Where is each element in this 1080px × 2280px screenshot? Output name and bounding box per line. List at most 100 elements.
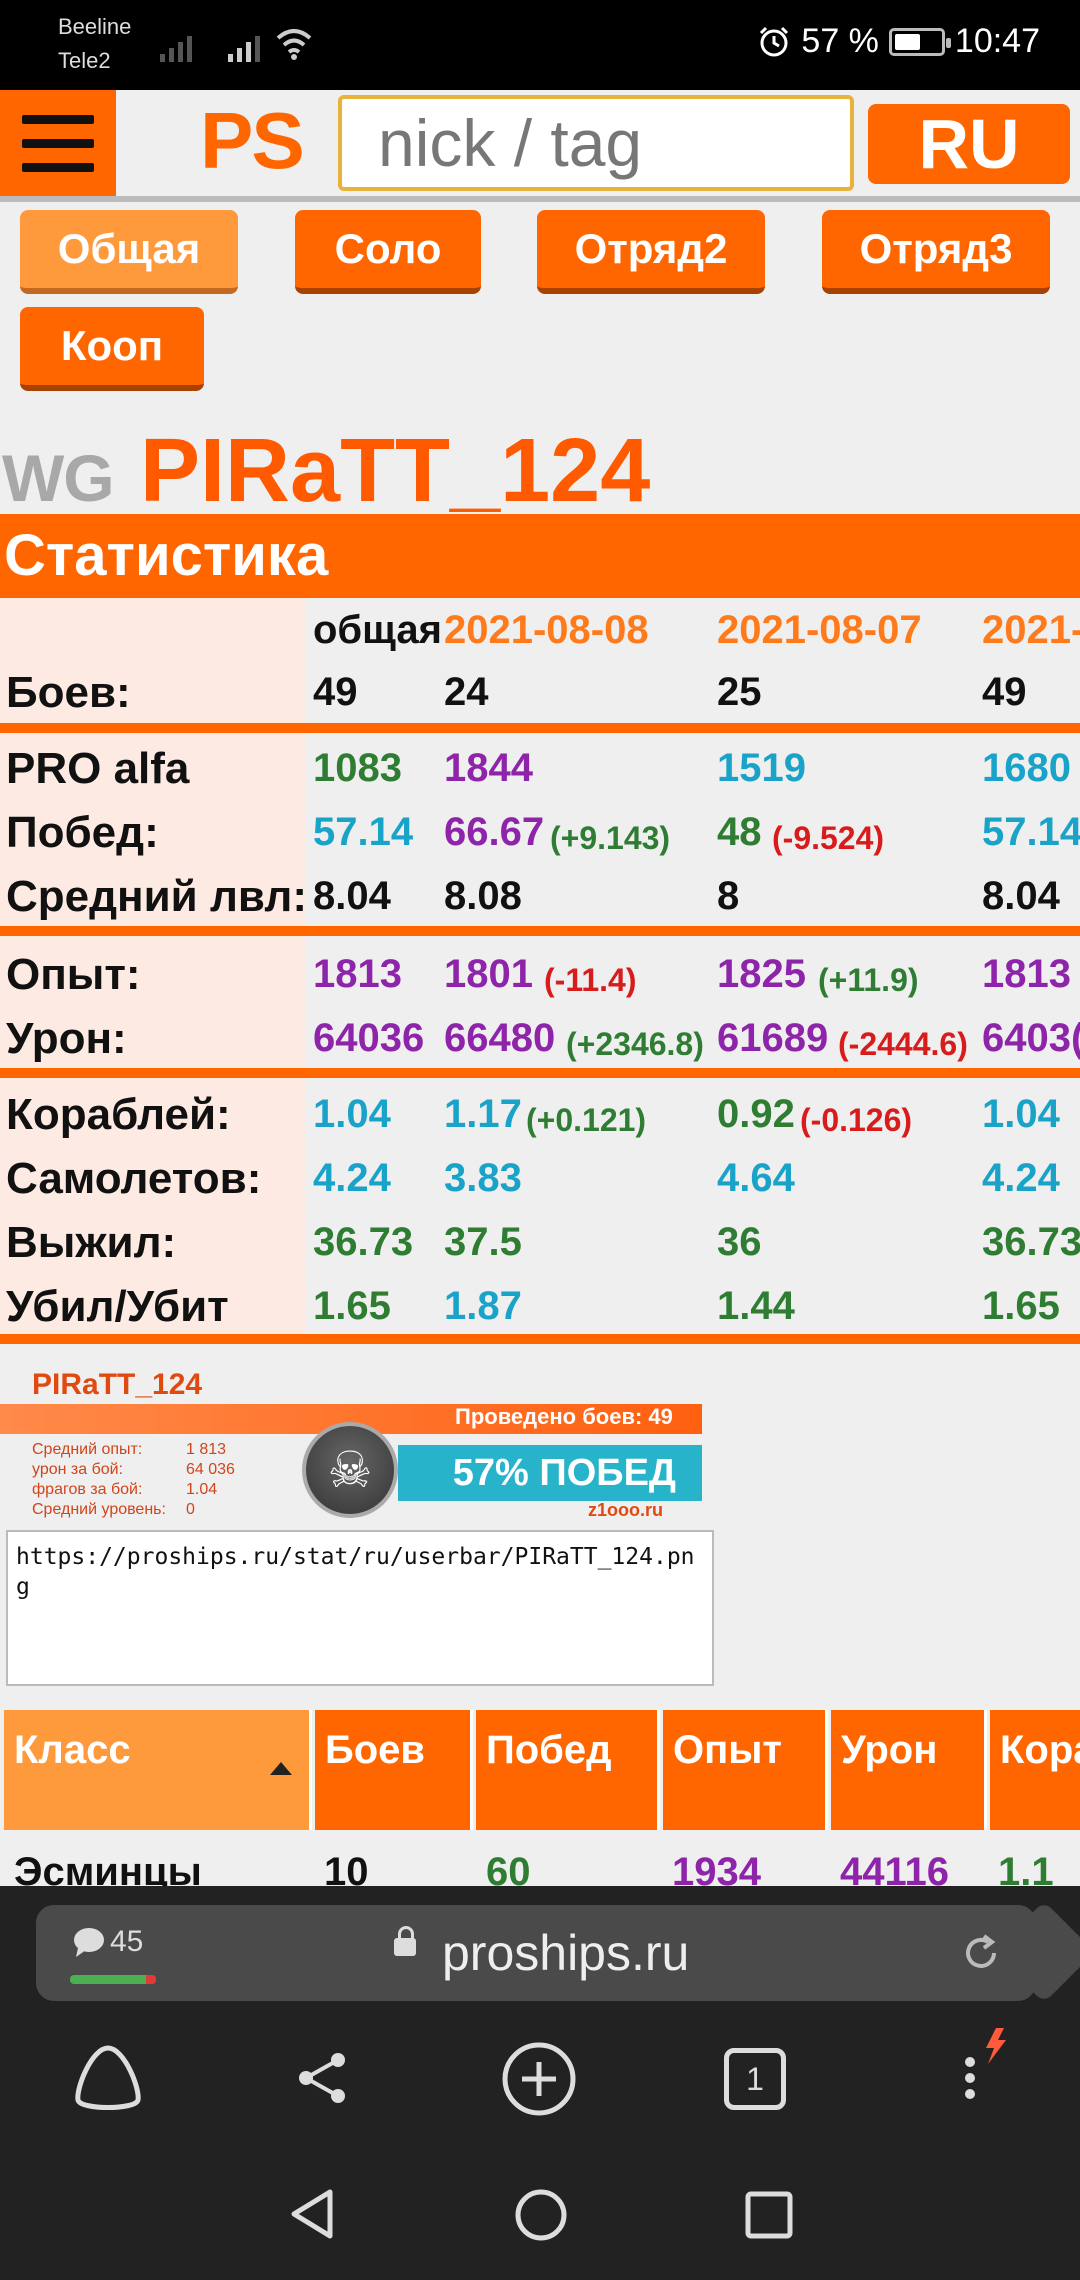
col-wins[interactable]: Побед <box>476 1710 660 1830</box>
col-header-date3[interactable]: 2021- <box>982 608 1080 652</box>
alarm-icon <box>760 26 789 56</box>
survived-total: 36.73 <box>313 1220 414 1264</box>
kd-date1: 1.87 <box>444 1284 522 1328</box>
damage-date2: 61689 <box>717 1016 829 1060</box>
xp-date1: 1801 <box>444 952 533 996</box>
comments-counter[interactable]: 45 <box>72 1925 143 1959</box>
userbar-stat-label: фрагов за бой: <box>32 1481 143 1498</box>
planes-date2: 4.64 <box>717 1156 795 1200</box>
damage-date1: 66480 <box>444 1016 556 1060</box>
damage-delta2: (-2444.6) <box>838 1026 968 1062</box>
damage-delta1: (+2346.8) <box>566 1026 704 1062</box>
level-date3: 8.04 <box>982 874 1060 918</box>
status-right: 57 % 10:47 <box>757 22 1040 61</box>
signal-icon-2 <box>228 30 260 62</box>
userbar-stat-label: Средний опыт: <box>32 1441 143 1458</box>
battles-total: 49 <box>313 670 358 714</box>
home-nav-icon[interactable] <box>514 2188 568 2242</box>
wifi-icon <box>276 29 312 60</box>
pro-total: 1083 <box>313 746 402 790</box>
label-planes: Самолетов: <box>6 1154 262 1203</box>
userbar-stat-label: урон за бой: <box>32 1461 124 1478</box>
col-header-date2[interactable]: 2021-08-07 <box>717 608 922 652</box>
col-header-total: общая <box>313 608 442 652</box>
more-menu-icon[interactable] <box>956 2026 1016 2116</box>
xp-date3: 1813 <box>982 952 1071 996</box>
ships-date2: 0.92 <box>717 1092 795 1136</box>
level-total: 8.04 <box>313 874 391 918</box>
carrier-tele2: Tele2 <box>58 48 111 73</box>
tab-squad3[interactable]: Отряд3 <box>822 210 1050 294</box>
label-kd: Убил/Убит <box>6 1282 229 1331</box>
pro-date3: 1680 <box>982 746 1071 790</box>
tabs-counter-icon[interactable]: 1 <box>724 2048 786 2110</box>
sort-arrow-icon <box>270 1762 292 1775</box>
userbar-stat-value: 1 813 <box>186 1441 227 1458</box>
row-separator <box>0 723 1080 733</box>
kd-date2: 1.44 <box>717 1284 795 1328</box>
level-date1: 8.08 <box>444 874 522 918</box>
col-xp[interactable]: Опыт <box>663 1710 828 1830</box>
battery-icon <box>888 27 951 56</box>
wins-delta2: (-9.524) <box>772 820 885 856</box>
comments-rating-bar <box>70 1975 156 1984</box>
label-survived: Выжил: <box>6 1218 177 1267</box>
new-tab-icon[interactable] <box>500 2040 578 2118</box>
menu-button[interactable] <box>0 90 116 196</box>
pro-date2: 1519 <box>717 746 806 790</box>
recents-nav-icon[interactable] <box>744 2190 794 2240</box>
back-nav-icon[interactable] <box>286 2186 338 2242</box>
tab-general[interactable]: Общая <box>20 210 238 294</box>
tab-solo[interactable]: Соло <box>295 210 481 294</box>
col-class[interactable]: Класс <box>4 1710 312 1830</box>
hamburger-line <box>22 138 94 148</box>
battles-date2: 25 <box>717 670 762 714</box>
row-separator <box>0 1334 1080 1344</box>
label-xp: Опыт: <box>6 950 141 999</box>
label-pro-alfa: PRO alfa <box>6 744 190 793</box>
row-separator <box>0 1068 1080 1078</box>
player-prefix: WG <box>2 441 115 515</box>
userbar-stat-value: 64 036 <box>186 1461 235 1478</box>
share-icon[interactable] <box>292 2048 352 2108</box>
col-ships[interactable]: Кора <box>990 1710 1080 1830</box>
statistics-header: Статистика <box>0 514 1080 598</box>
tab-coop[interactable]: Кооп <box>20 307 204 391</box>
kd-total: 1.65 <box>313 1284 391 1328</box>
level-date2: 8 <box>717 874 740 918</box>
status-bar: Beeline Tele2 57 % 10:47 <box>0 0 1080 90</box>
planes-total: 4.24 <box>313 1156 391 1200</box>
xp-delta2: (+11.9) <box>818 962 919 998</box>
tab-squad2[interactable]: Отряд2 <box>537 210 765 294</box>
col-battles[interactable]: Боев <box>315 1710 473 1830</box>
signal-icon-1 <box>160 30 192 62</box>
search-input[interactable] <box>338 95 854 191</box>
label-damage: Урон: <box>6 1014 127 1063</box>
label-wins: Побед: <box>6 808 159 857</box>
battery-percent: 57 % <box>801 22 879 60</box>
comment-icon <box>74 1928 104 1957</box>
address-bar[interactable] <box>36 1905 1036 2001</box>
col-header-date1[interactable]: 2021-08-08 <box>444 608 649 652</box>
language-button[interactable]: RU <box>868 104 1070 184</box>
planes-date1: 3.83 <box>444 1156 522 1200</box>
col-damage[interactable]: Урон <box>831 1710 987 1830</box>
wins-date2: 48 <box>717 810 762 854</box>
ships-total: 1.04 <box>313 1092 391 1136</box>
userbar-battles: Проведено боев: 49 <box>455 1404 673 1429</box>
page-domain[interactable]: proships.ru <box>442 1925 690 1981</box>
userbar-stat-value: 1.04 <box>186 1481 218 1498</box>
reload-icon[interactable] <box>960 1932 1002 1974</box>
hamburger-line <box>22 162 94 172</box>
kd-date3: 1.65 <box>982 1284 1060 1328</box>
row-separator <box>0 926 1080 936</box>
alice-assistant-icon[interactable] <box>70 2040 146 2116</box>
userbar-stat-label: Средний уровень: <box>32 1501 166 1518</box>
player-name: PIRaTT_124 <box>140 421 651 521</box>
clock: 10:47 <box>954 22 1040 60</box>
site-logo[interactable]: PS <box>200 96 305 185</box>
userbar-url-textarea[interactable]: https://proships.ru/stat/ru/userbar/PIRa… <box>6 1530 714 1686</box>
stats-label-column <box>0 598 306 1335</box>
battles-date3: 49 <box>982 670 1027 714</box>
userbar-stats: Средний опыт: 1 813 урон за бой: 64 036 фр… <box>32 1440 235 1520</box>
